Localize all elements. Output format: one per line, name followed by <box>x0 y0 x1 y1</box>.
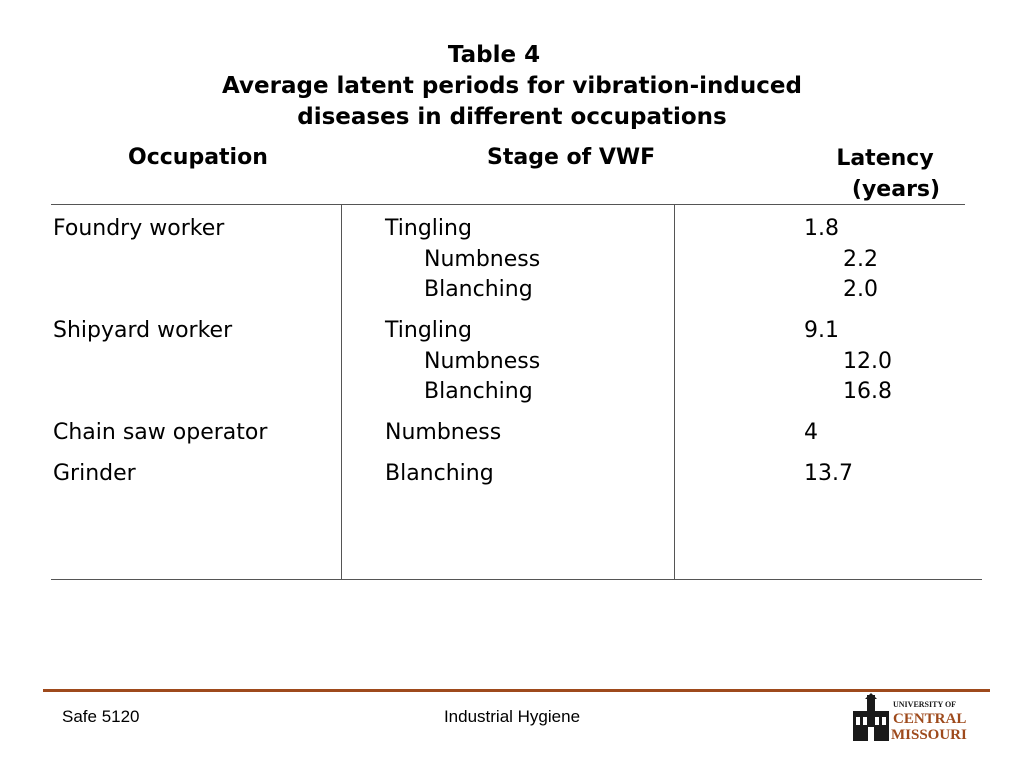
latency-cell: 1.8 <box>804 216 839 241</box>
table-number: Table 4 <box>447 42 541 68</box>
latency-cell: 4 <box>804 420 818 445</box>
university-logo: UNIVERSITY OF CENTRAL MISSOURI <box>853 693 967 743</box>
table-row-occupation: Chain saw operator <box>53 420 268 445</box>
table-row-latency: 1.8 2.2 2.0 <box>804 214 878 306</box>
table-bottom-rule <box>51 579 982 580</box>
header-latency: Latency (years) <box>790 143 980 205</box>
stage-cell: Blanching <box>385 461 494 486</box>
logo-text-line-2: CENTRAL <box>893 711 966 727</box>
stage-cell: Numbness <box>385 420 502 445</box>
latency-cell: 16.8 <box>843 379 892 404</box>
stage-cell: Numbness <box>424 246 541 272</box>
column-divider-1 <box>341 204 342 580</box>
stage-cell: Numbness <box>424 348 541 374</box>
latency-cell: 2.2 <box>843 246 878 272</box>
table-row-occupation: Foundry worker <box>53 216 225 241</box>
table-top-rule <box>51 204 965 205</box>
table-row-latency: 9.1 12.0 16.8 <box>804 316 892 408</box>
table-row-occupation: Grinder <box>53 461 136 486</box>
stage-cell: Blanching <box>424 379 533 404</box>
footer-topic: Industrial Hygiene <box>443 707 581 726</box>
slide-title-block: Table 4 Average latent periods for vibra… <box>0 40 1024 133</box>
table-row-occupation: Shipyard worker <box>53 318 233 343</box>
latency-cell: 13.7 <box>804 461 853 486</box>
table-caption-line-1: Average latent periods for vibration-ind… <box>222 73 802 99</box>
table-row-stages: Tingling Numbness Blanching <box>385 214 540 306</box>
header-stage: Stage of VWF <box>487 145 656 170</box>
stage-cell: Tingling <box>385 318 472 343</box>
column-divider-2 <box>674 204 675 580</box>
table-caption-line-2: diseases in different occupations <box>297 104 727 130</box>
stage-cell: Tingling <box>385 216 472 241</box>
latency-cell: 12.0 <box>843 348 892 374</box>
stage-cell: Blanching <box>424 277 533 302</box>
header-latency-line-2: (years) <box>851 177 941 202</box>
logo-text-line-3: MISSOURI <box>891 727 967 743</box>
latency-cell: 9.1 <box>804 318 839 343</box>
footer-course-code: Safe 5120 <box>62 707 140 726</box>
header-occupation: Occupation <box>128 145 268 170</box>
header-latency-line-1: Latency <box>836 146 934 171</box>
table-row-stages: Tingling Numbness Blanching <box>385 316 540 408</box>
footer-rule <box>43 689 990 692</box>
latency-cell: 2.0 <box>843 277 878 302</box>
building-icon <box>853 693 889 741</box>
logo-text-line-1: UNIVERSITY OF <box>893 700 956 709</box>
